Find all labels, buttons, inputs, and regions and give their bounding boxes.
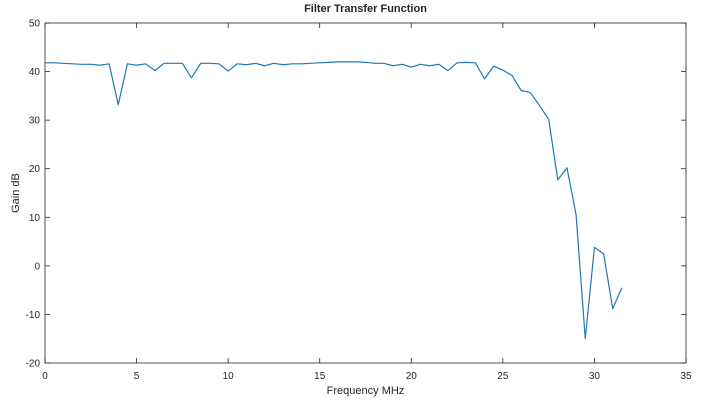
ticks-layer: 0 5 10 15 20 25 30 35 -20 -10 0 10 20 30 40 50 bbox=[26, 19, 692, 383]
y-axis-label: Gain dB bbox=[10, 173, 22, 213]
y-tick-label: 10 bbox=[29, 213, 41, 224]
x-tick-label: 30 bbox=[589, 371, 601, 382]
x-tick-label: 0 bbox=[42, 371, 48, 382]
x-axis-label: Frequency MHz bbox=[327, 385, 405, 397]
y-tick-label: 50 bbox=[29, 19, 41, 30]
y-tick-label: -10 bbox=[26, 310, 41, 321]
y-tick-label: 40 bbox=[29, 67, 41, 78]
y-tick-label: 30 bbox=[29, 116, 41, 127]
series-layer bbox=[45, 61, 623, 340]
y-tick-label: 0 bbox=[34, 261, 40, 272]
x-tick-label: 15 bbox=[314, 371, 326, 382]
y-tick-label: -20 bbox=[26, 359, 41, 370]
plot-area bbox=[44, 22, 687, 364]
series-line-0 bbox=[45, 61, 623, 340]
x-tick-label: 25 bbox=[497, 371, 509, 382]
x-tick-label: 20 bbox=[406, 371, 418, 382]
x-tick-label: 5 bbox=[134, 371, 140, 382]
y-tick-label: 20 bbox=[29, 164, 41, 175]
chart-title: Filter Transfer Function bbox=[304, 3, 427, 15]
x-tick-label: 35 bbox=[680, 371, 692, 382]
x-tick-label: 10 bbox=[223, 371, 235, 382]
